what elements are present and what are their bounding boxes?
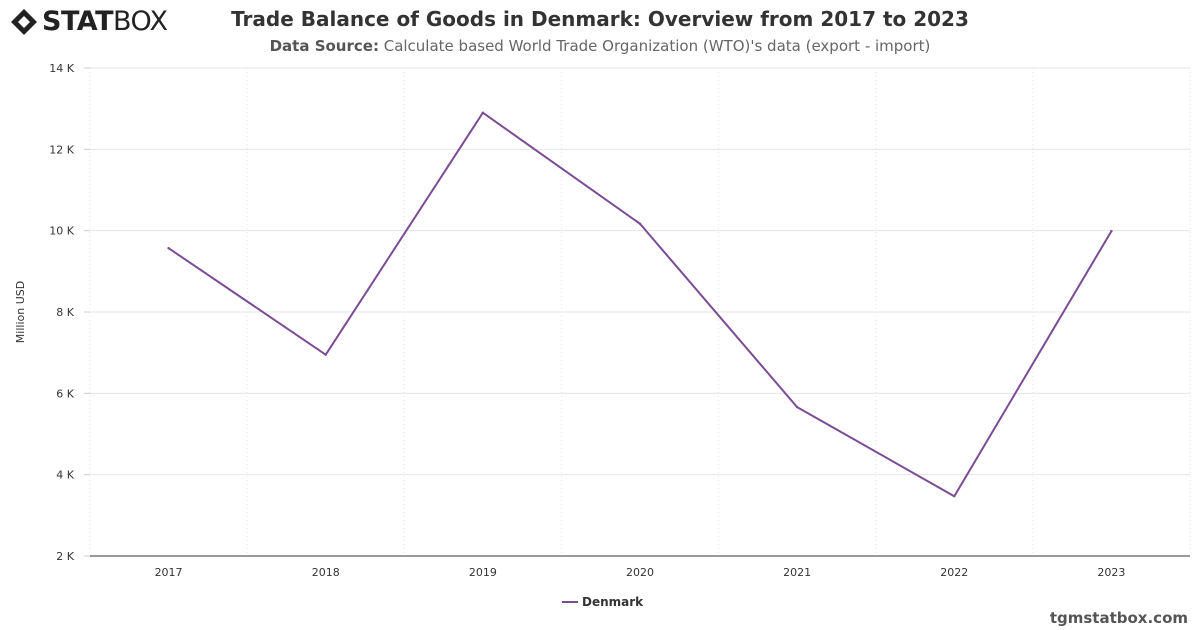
y-tick-label: 10 K (49, 225, 74, 238)
legend[interactable]: Denmark (562, 595, 644, 609)
data-point (953, 495, 956, 498)
y-tick-label: 6 K (56, 387, 74, 400)
watermark: tgmstatbox.com (1049, 609, 1188, 627)
y-tick-label: 14 K (49, 62, 74, 75)
grid-layer (89, 67, 1191, 556)
x-tick-label: 2023 (1097, 566, 1125, 579)
x-tick-label: 2019 (469, 566, 497, 579)
statbox-diamond-icon (11, 9, 37, 35)
brand-name-bold: STAT (42, 6, 113, 37)
x-tick-label: 2020 (626, 566, 654, 579)
x-tick-label: 2022 (940, 566, 968, 579)
data-point (324, 353, 327, 356)
data-point (638, 222, 642, 225)
series-layer (167, 111, 1113, 498)
data-point (1110, 229, 1113, 233)
y-tick-label: 12 K (49, 143, 74, 156)
x-tick-label: 2017 (155, 566, 183, 579)
y-tick-label: 2 K (56, 550, 74, 563)
x-tick-label: 2021 (783, 566, 811, 579)
data-point (481, 111, 485, 114)
subtitle-text: Calculate based World Trade Organization… (378, 37, 931, 55)
chart-title: Trade Balance of Goods in Denmark: Overv… (231, 7, 969, 31)
brand-name-light: BOX (112, 6, 168, 37)
data-point (795, 405, 799, 409)
series-line-denmark (168, 111, 1113, 498)
brand-name: STATBOX (42, 6, 168, 38)
subtitle-label: Data Source: (269, 37, 379, 55)
x-tick-label: 2018 (312, 566, 340, 579)
y-axis-title: Million USD (14, 281, 27, 343)
brand-logo: STATBOX (10, 6, 168, 38)
data-point (167, 246, 170, 250)
y-tick-label: 8 K (56, 306, 74, 319)
y-tick-label: 4 K (56, 469, 74, 482)
chart-subtitle: Data Source: Calculate based World Trade… (0, 36, 1200, 56)
legend-label[interactable]: Denmark (582, 595, 644, 609)
axis-layer: 2 K 4 K 6 K 8 K 10 K 12 K 14 K 2017 2018 2019 2020… (14, 62, 1190, 579)
